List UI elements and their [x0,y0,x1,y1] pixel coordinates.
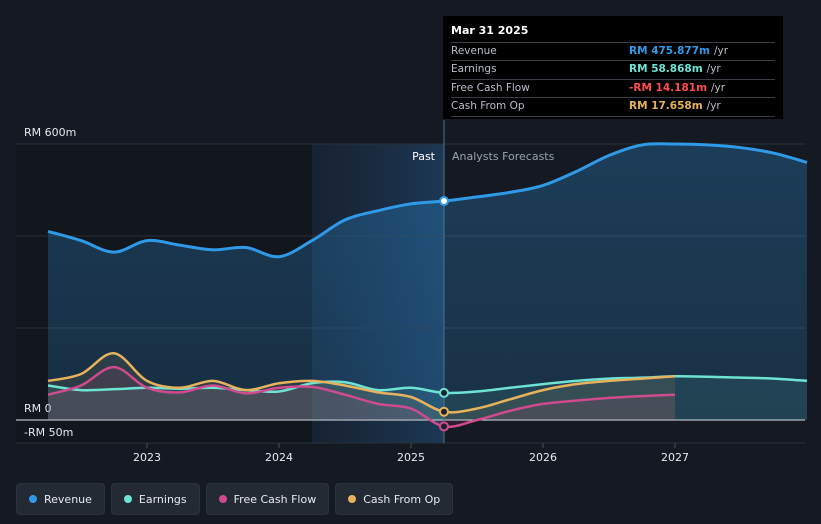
legend-dot-icon [123,495,132,503]
tooltip-unit: /yr [706,100,721,113]
tooltip-value: RM 475.877m [629,45,710,57]
legend: Revenue Earnings Free Cash Flow Cash Fro… [16,483,454,515]
hover-marker-revenue-core [441,198,447,205]
hover-marker-cash-from-op [439,406,449,417]
legend-item-revenue[interactable]: Revenue [16,483,105,515]
tooltip-value: RM 17.658m [629,100,703,113]
legend-item-free-cash-flow[interactable]: Free Cash Flow [205,483,330,515]
x-axis-label: 2027 [661,451,689,464]
y-axis-label: RM 0 [24,402,52,415]
y-axis-label: -RM 50m [24,426,73,439]
tooltip-value: RM 58.868m [629,63,703,76]
chart-area: RM 600m RM 0 -RM 50m 2023 2024 2025 2026 2027 Pa… [16,120,808,464]
legend-item-earnings[interactable]: Earnings [110,483,200,515]
legend-label: Earnings [138,492,187,506]
series-area-cash-from-op [48,353,675,420]
tooltip-unit: /yr [713,45,729,57]
tooltip-row-earnings: Earnings RM 58.868m /yr [451,60,775,78]
legend-dot-icon [348,495,357,503]
data-tooltip: Mar 31 2025 Revenue RM 475.877m /yr Earn… [443,16,783,119]
series-line-revenue [47,142,808,259]
y-axis-label: RM 600m [24,126,76,139]
legend-dot-icon [218,495,227,503]
x-axis-label: 2026 [529,451,557,464]
tooltip-label: Revenue [451,45,497,57]
legend-dot-icon [29,495,37,503]
tooltip-date: Mar 31 2025 [451,24,529,37]
series-area-revenue [48,143,807,420]
series-area-earnings [48,376,807,420]
tooltip-label: Free Cash Flow [451,81,530,94]
x-axis-label: 2024 [265,451,293,464]
tooltip-row-cash-from-op: Cash From Op RM 17.658m /yr [451,97,775,117]
series-line-cash-from-op [47,352,676,414]
legend-item-cash-from-op[interactable]: Cash From Op [335,483,454,515]
tooltip-row-free-cash-flow: Free Cash Flow -RM 14.181m /yr [451,78,775,97]
legend-label: Revenue [44,492,92,506]
legend-label: Free Cash Flow [233,492,317,506]
forecast-label: Analysts Forecasts [452,150,555,163]
past-label: Past [412,150,436,163]
tooltip-label: Earnings [451,63,497,76]
hover-marker-free-cash-flow [439,421,449,432]
hover-marker-earnings [439,387,449,398]
x-axis-label: 2023 [133,451,161,464]
x-axis-label: 2025 [397,451,425,464]
legend-label: Cash From Op [363,492,441,506]
tooltip-label: Cash From Op [451,100,525,113]
tooltip-unit: /yr [711,81,726,94]
series-line-free-cash-flow [47,365,676,429]
tooltip-row-revenue: Revenue RM 475.877m /yr [451,42,775,60]
tooltip-value: -RM 14.181m [629,81,708,94]
series-area-free-cash-flow [48,367,675,427]
tooltip-unit: /yr [706,63,721,76]
